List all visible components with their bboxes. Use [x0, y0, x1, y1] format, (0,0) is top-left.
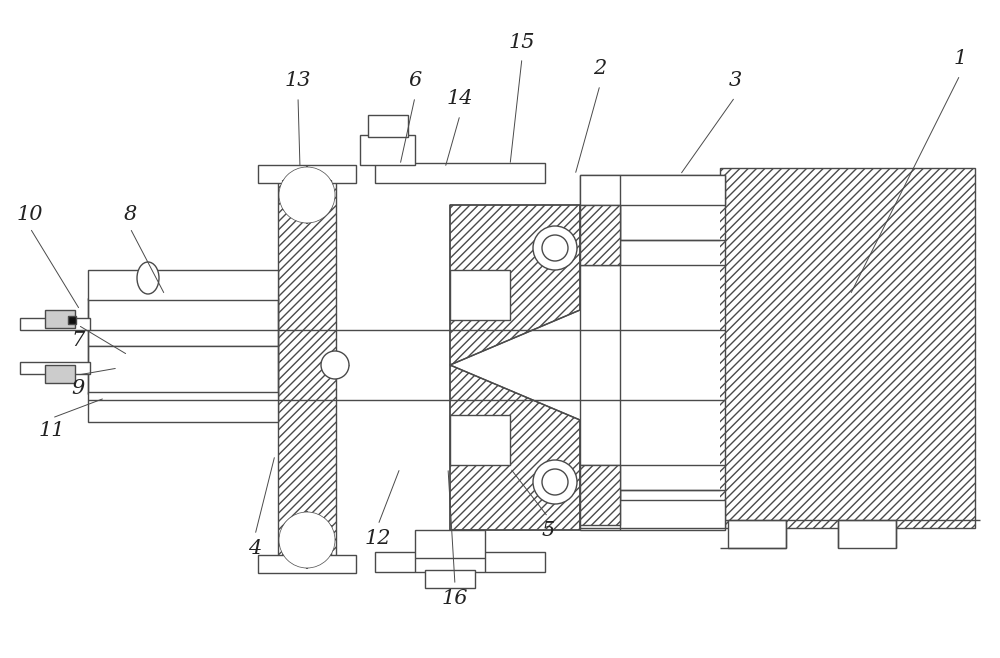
Text: 8: 8	[123, 205, 137, 224]
Polygon shape	[450, 205, 580, 365]
Bar	[720, 168, 975, 528]
Bar	[45, 365, 75, 383]
Bar	[20, 362, 90, 374]
Bar	[580, 465, 620, 525]
Text: 11: 11	[39, 420, 65, 440]
Bar	[45, 310, 75, 328]
Circle shape	[279, 167, 335, 223]
Circle shape	[295, 183, 319, 207]
Bar	[375, 552, 545, 572]
Bar	[450, 270, 510, 320]
Bar	[258, 555, 356, 573]
Bar	[88, 392, 278, 422]
Bar	[425, 570, 475, 588]
Circle shape	[295, 528, 319, 552]
Bar	[580, 205, 620, 265]
Bar	[20, 318, 90, 330]
Bar	[360, 135, 415, 165]
Circle shape	[533, 460, 577, 504]
Circle shape	[321, 351, 349, 379]
Text: 14: 14	[447, 88, 473, 107]
Bar	[720, 168, 975, 528]
Text: 7: 7	[71, 330, 85, 349]
Bar	[580, 500, 725, 528]
Bar	[728, 520, 786, 548]
Circle shape	[542, 235, 568, 261]
Bar	[278, 170, 336, 560]
Text: 4: 4	[248, 538, 262, 557]
Text: 1: 1	[953, 49, 967, 68]
Bar	[580, 205, 620, 265]
Text: 15: 15	[509, 32, 535, 51]
Bar	[580, 465, 620, 525]
Text: 12: 12	[365, 528, 391, 547]
Text: 16: 16	[442, 588, 468, 607]
Bar	[580, 175, 725, 205]
Ellipse shape	[137, 262, 159, 294]
Bar	[88, 270, 278, 300]
Bar	[278, 170, 336, 560]
Text: 3: 3	[728, 70, 742, 89]
Bar	[368, 115, 408, 137]
Text: 2: 2	[593, 59, 607, 78]
Text: 10: 10	[17, 205, 43, 224]
Polygon shape	[283, 512, 331, 568]
Text: 9: 9	[71, 378, 85, 397]
Text: 13: 13	[285, 70, 311, 89]
Text: 6: 6	[408, 70, 422, 89]
Circle shape	[279, 512, 335, 568]
Bar	[88, 298, 278, 346]
Bar	[258, 165, 356, 183]
Circle shape	[533, 226, 577, 270]
Bar	[415, 530, 485, 558]
Bar	[68, 316, 76, 324]
Bar	[580, 175, 725, 530]
Bar	[450, 415, 510, 465]
Bar	[88, 346, 278, 394]
Bar	[375, 163, 545, 183]
Bar	[838, 520, 896, 548]
Text: 5: 5	[541, 520, 555, 540]
Polygon shape	[450, 365, 580, 530]
Circle shape	[542, 469, 568, 495]
Polygon shape	[283, 167, 331, 223]
